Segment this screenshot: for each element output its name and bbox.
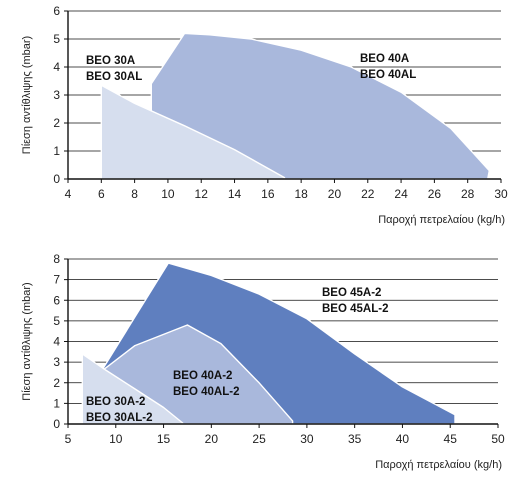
x-tick-label: 16 [261,187,275,201]
series-area [150,32,490,180]
y-tick-label: 6 [53,4,60,18]
x-tick-label: 8 [131,187,138,201]
y-tick-label: 1 [53,396,60,410]
x-tick-label: 45 [444,432,458,446]
x-tick-label: 28 [461,187,475,201]
x-tick-label: 20 [328,187,342,201]
x-tick-label: 24 [394,187,408,201]
x-tick-label: 18 [294,187,308,201]
y-tick-label: 5 [53,314,60,328]
y-tick-label: 4 [53,335,60,349]
x-tick-label: 14 [228,187,242,201]
x-tick-label: 26 [428,187,442,201]
x-axis-title: Παροχή πετρελαίου (kg/h) [375,459,502,471]
y-axis-title: Πίεση αντίθλιψης (mbar) [21,36,33,154]
y-axis-title: Πίεση αντίθλιψης (mbar) [21,282,33,400]
y-tick-label: 0 [53,417,60,431]
series-label: BEO 40AL [360,69,416,81]
series-label: BEO 45AL-2 [322,303,388,315]
series-label: BEO 40AL-2 [173,386,239,398]
series-label: BEO 30A [86,55,135,67]
y-tick-label: 6 [53,293,60,307]
x-tick-label: 5 [65,432,72,446]
y-tick-label: 3 [53,355,60,369]
series-label: BEO 30AL [86,71,142,83]
y-tick-label: 0 [53,172,60,186]
x-tick-label: 50 [491,432,505,446]
x-tick-label: 30 [300,432,314,446]
y-tick-label: 4 [53,60,60,74]
y-tick-label: 2 [53,376,60,390]
series-label: BEO 30A-2 [86,396,145,408]
series-label: BEO 40A [360,53,409,65]
x-tick-label: 12 [195,187,209,201]
series-label: BEO 45A-2 [322,287,381,299]
x-tick-label: 40 [396,432,410,446]
x-tick-label: 10 [109,432,123,446]
x-tick-label: 15 [157,432,171,446]
y-tick-label: 7 [53,273,60,287]
y-tick-label: 5 [53,32,60,46]
x-tick-label: 20 [205,432,219,446]
y-tick-label: 1 [53,144,60,158]
y-tick-label: 8 [53,252,60,266]
x-tick-label: 22 [361,187,375,201]
x-tick-label: 6 [98,187,105,201]
x-tick-label: 30 [494,187,508,201]
y-tick-label: 2 [53,116,60,130]
y-tick-label: 3 [53,88,60,102]
series-label: BEO 40A-2 [173,370,232,382]
x-tick-label: 35 [348,432,362,446]
x-tick-label: 25 [252,432,266,446]
x-axis-title: Παροχή πετρελαίου (kg/h) [378,214,505,226]
x-tick-label: 4 [65,187,72,201]
series-label: BEO 30AL-2 [86,412,152,424]
x-tick-label: 10 [161,187,175,201]
